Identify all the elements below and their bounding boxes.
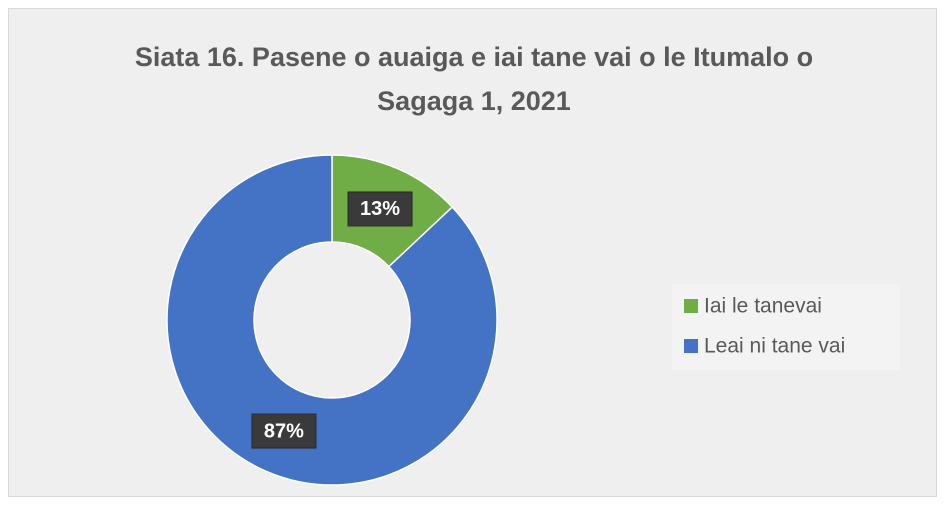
legend-swatch (684, 339, 698, 353)
legend-label: Iai le tanevai (704, 295, 822, 318)
chart-title: Siata 16. Pasene o auaiga e iai tane vai… (134, 42, 814, 116)
donut-segment (166, 154, 498, 486)
value-label: 13% (360, 198, 400, 220)
value-label-box (347, 191, 413, 227)
value-label: 87% (264, 420, 304, 442)
legend-swatch (684, 299, 698, 313)
legend-label: Leai ni tane vai (704, 335, 845, 358)
value-label-box (251, 413, 317, 449)
legend-box (672, 284, 900, 370)
